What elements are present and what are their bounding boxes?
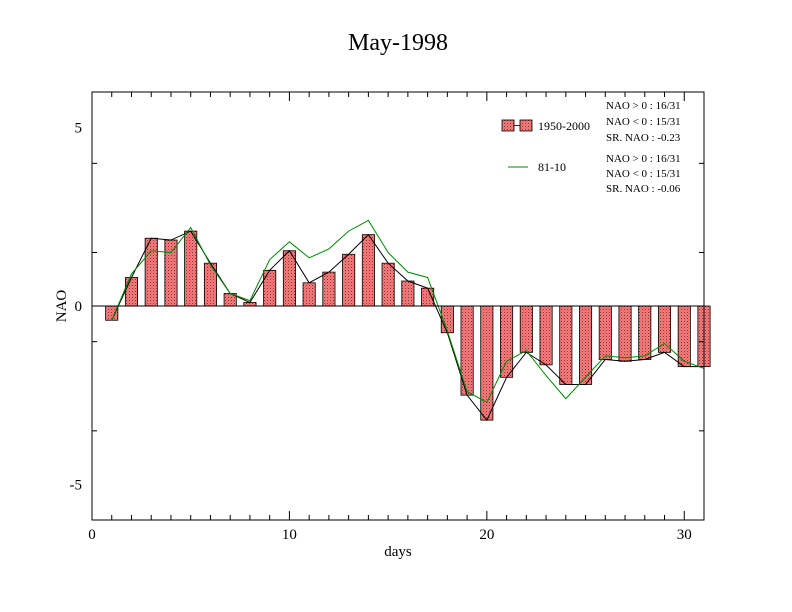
- bar-day-26: [598, 305, 612, 360]
- stats-1950-2000-line-2: NAO < 0 : 15/31: [606, 116, 681, 128]
- bar-day-1: [105, 305, 119, 321]
- stats-81-10-line-3: SR. NAO : -0.06: [606, 183, 681, 195]
- legend: 1950-2000 81-10 NAO > 0 : 16/31 NAO < 0 …: [501, 100, 681, 195]
- bar-day-14: [361, 234, 375, 307]
- bar-day-23: [539, 305, 553, 366]
- bar-day-12: [322, 271, 336, 307]
- x-axis-label: days: [384, 544, 412, 560]
- bar-day-5: [184, 230, 198, 307]
- stats-81-10-line-2: NAO < 0 : 15/31: [606, 168, 681, 180]
- series-81-10-line: [111, 219, 705, 403]
- stats-1950-2000-line-1: NAO > 0 : 16/31: [606, 100, 681, 112]
- legend-bar-swatch-2: [519, 119, 533, 132]
- bar-day-10: [282, 250, 296, 307]
- x-tick-label-30: 30: [677, 527, 692, 543]
- y-tick-label-5: 5: [75, 121, 83, 137]
- y-axis-label: NAO: [54, 290, 70, 323]
- bar-day-28: [638, 305, 652, 360]
- bar-day-4: [164, 239, 178, 307]
- x-tick-label-20: 20: [479, 527, 494, 543]
- lines-group: [111, 219, 705, 422]
- x-tick-label-10: 10: [282, 527, 297, 543]
- bars-group: [105, 230, 711, 421]
- bar-day-27: [618, 305, 632, 362]
- bar-day-16: [401, 280, 415, 307]
- bar-day-13: [342, 253, 356, 307]
- legend-label-1950-2000: 1950-2000: [538, 119, 590, 133]
- bar-day-21: [500, 305, 514, 378]
- bar-day-29: [658, 305, 672, 353]
- legend-bar-swatch: [501, 119, 515, 132]
- bar-day-3: [144, 237, 158, 307]
- stats-1950-2000-line-3: SR. NAO : -0.23: [606, 132, 681, 144]
- bar-day-9: [263, 269, 277, 307]
- series-1950-2000-line: [111, 230, 704, 422]
- bar-day-22: [519, 305, 533, 353]
- y-tick-label--5: -5: [70, 477, 83, 493]
- y-tick-label-0: 0: [75, 299, 83, 315]
- bar-day-20: [480, 305, 494, 421]
- bar-day-2: [124, 277, 139, 307]
- x-tick-label-0: 0: [88, 527, 96, 543]
- bar-day-24: [559, 305, 573, 385]
- axes-group: 0 10 20 30 -5 0 5: [70, 92, 705, 543]
- bar-day-11: [302, 282, 316, 307]
- stats-81-10-line-1: NAO > 0 : 16/31: [606, 153, 681, 165]
- chart-title: May-1998: [348, 30, 448, 56]
- legend-label-81-10: 81-10: [538, 160, 566, 174]
- bar-day-15: [381, 262, 395, 307]
